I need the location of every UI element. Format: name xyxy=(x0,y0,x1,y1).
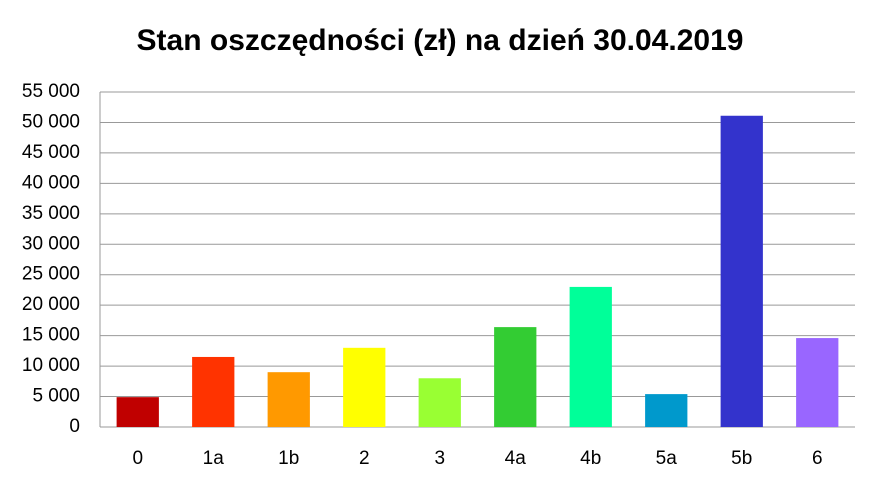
bar xyxy=(343,347,386,427)
x-tick-label: 1b xyxy=(278,448,299,469)
x-tick-label: 5a xyxy=(656,448,678,469)
bar xyxy=(569,286,612,427)
y-tick-label: 40 000 xyxy=(22,172,80,193)
x-tick-label: 2 xyxy=(359,448,370,469)
y-tick-label: 55 000 xyxy=(22,81,80,102)
x-tick-label: 3 xyxy=(434,448,445,469)
y-tick-label: 10 000 xyxy=(22,355,80,376)
x-tick-label: 1a xyxy=(203,448,225,469)
bar xyxy=(645,394,688,427)
y-tick-label: 15 000 xyxy=(22,325,80,346)
y-tick-label: 30 000 xyxy=(22,233,80,254)
bar xyxy=(116,397,159,427)
y-tick-label: 35 000 xyxy=(22,203,80,224)
y-tick-label: 5 000 xyxy=(32,386,80,407)
x-tick-label: 0 xyxy=(132,448,143,469)
y-tick-label: 50 000 xyxy=(22,111,80,132)
y-tick-label: 0 xyxy=(69,416,80,437)
y-tick-label: 25 000 xyxy=(22,264,80,285)
chart-title: Stan oszczędności (zł) na dzień 30.04.20… xyxy=(137,24,744,57)
bar xyxy=(494,327,537,427)
x-tick-label: 6 xyxy=(812,448,823,469)
x-tick-label: 4a xyxy=(505,448,527,469)
bar xyxy=(418,378,461,427)
y-tick-label: 45 000 xyxy=(22,142,80,163)
bar xyxy=(267,372,310,427)
bar xyxy=(192,356,235,427)
x-tick-label: 5b xyxy=(731,448,752,469)
x-tick-label: 4b xyxy=(580,448,601,469)
bar xyxy=(720,115,763,427)
bar xyxy=(796,338,839,427)
y-tick-label: 20 000 xyxy=(22,294,80,315)
